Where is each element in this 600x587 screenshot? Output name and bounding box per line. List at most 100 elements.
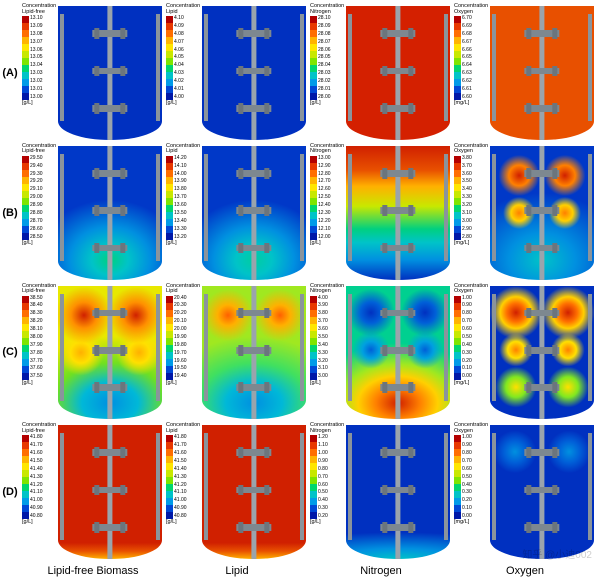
baffle (60, 154, 64, 261)
reactor-contour (202, 286, 306, 420)
colorbar-unit: [g/L] (166, 241, 202, 247)
reactor-contour (346, 146, 450, 280)
baffle (156, 14, 160, 121)
colorbar-title: Concentration Oxygen (454, 284, 490, 295)
reactor-contour (346, 286, 450, 420)
impeller (92, 310, 127, 317)
impeller (380, 449, 415, 456)
colorbar-strip (166, 16, 173, 100)
colorbar-unit: [g/L] (22, 381, 58, 387)
colorbar: Concentration Oxygen6.706.696.686.676.66… (454, 4, 490, 142)
impeller (92, 384, 127, 391)
colorbar: Concentration Lipid41.8041.7041.6041.504… (166, 423, 202, 561)
colorbar-strip (22, 16, 29, 100)
impeller (524, 68, 559, 75)
impeller (524, 487, 559, 494)
colorbar-title: Concentration Lipid-free (22, 4, 58, 15)
figure-grid: (A)Concentration Lipid-free13.1013.0913.… (0, 0, 600, 587)
colorbar-unit: [g/L] (22, 101, 58, 107)
colorbar-unit: [g/L] (22, 520, 58, 526)
panel: Concentration Lipid4.104.094.084.074.064… (166, 4, 308, 142)
colorbar-title: Concentration Lipid (166, 4, 202, 15)
reactor-contour (58, 286, 162, 420)
baffle (156, 433, 160, 540)
baffle (348, 154, 352, 261)
colorbar: Concentration Lipid-free29.5029.4029.302… (22, 144, 58, 282)
colorbar: Concentration Nitrogen13.0012.9012.8012.… (310, 144, 346, 282)
reactor-contour (490, 146, 594, 280)
column-label: Nitrogen (310, 563, 452, 587)
impeller (380, 524, 415, 531)
impeller (524, 105, 559, 112)
baffle (348, 294, 352, 401)
panel: Concentration Lipid-free38.5038.4038.303… (22, 284, 164, 422)
colorbar-strip (166, 296, 173, 380)
baffle (492, 433, 496, 540)
impeller (524, 30, 559, 37)
colorbar-unit: [g/L] (310, 520, 346, 526)
colorbar-unit: [g/L] (310, 381, 346, 387)
impeller (524, 384, 559, 391)
panel: Concentration Lipid41.8041.7041.6041.504… (166, 423, 308, 561)
colorbar-strip (310, 435, 317, 519)
colorbar: Concentration Lipid-free13.1013.0913.081… (22, 4, 58, 142)
reactor-contour (58, 425, 162, 559)
impeller (92, 347, 127, 354)
colorbar-title: Concentration Lipid-free (22, 423, 58, 434)
colorbar-title: Concentration Nitrogen (310, 423, 346, 434)
colorbar-ticks: 1.201.101.000.900.800.700.600.500.400.30… (317, 435, 328, 519)
baffle (492, 154, 496, 261)
colorbar: Concentration Lipid-free41.8041.7041.604… (22, 423, 58, 561)
colorbar-unit: [mg/L] (454, 101, 490, 107)
colorbar-ticks: 41.8041.7041.6041.5041.4041.3041.2041.10… (173, 435, 187, 519)
impeller (380, 105, 415, 112)
impeller (236, 245, 271, 252)
impeller (236, 524, 271, 531)
baffle (444, 14, 448, 121)
impeller (524, 170, 559, 177)
colorbar: Concentration Oxygen1.000.900.800.700.60… (454, 284, 490, 422)
impeller (236, 449, 271, 456)
baffle (60, 294, 64, 401)
colorbar-unit: [g/L] (22, 241, 58, 247)
impeller (524, 245, 559, 252)
baffle (156, 154, 160, 261)
baffle (588, 294, 592, 401)
colorbar-strip (22, 156, 29, 240)
impeller (236, 347, 271, 354)
impeller (380, 30, 415, 37)
colorbar-ticks: 29.5029.4029.3029.2029.1029.0028.9028.80… (29, 156, 43, 240)
panel: Concentration Lipid-free13.1013.0913.081… (22, 4, 164, 142)
impeller (236, 310, 271, 317)
colorbar-unit: [g/L] (166, 381, 202, 387)
impeller (380, 347, 415, 354)
colorbar-strip (22, 296, 29, 380)
baffle (204, 154, 208, 261)
colorbar: Concentration Lipid20.4020.3020.2020.102… (166, 284, 202, 422)
impeller (236, 30, 271, 37)
baffle (300, 14, 304, 121)
reactor-contour (346, 425, 450, 559)
colorbar-ticks: 14.2014.1014.0013.9013.8013.7013.6013.50… (173, 156, 187, 240)
panel: Concentration Oxygen1.000.900.800.700.60… (454, 423, 596, 561)
impeller (92, 170, 127, 177)
row-label: (C) (0, 284, 20, 422)
colorbar-unit: [g/L] (166, 101, 202, 107)
row-label: (B) (0, 144, 20, 282)
colorbar-title: Concentration Lipid (166, 284, 202, 295)
colorbar-strip (454, 296, 461, 380)
colorbar-strip (310, 156, 317, 240)
column-label: Lipid-free Biomass (22, 563, 164, 587)
reactor-contour (490, 425, 594, 559)
reactor-contour (58, 146, 162, 280)
row-label: (A) (0, 4, 20, 142)
baffle (156, 294, 160, 401)
colorbar-strip (310, 296, 317, 380)
baffle (492, 14, 496, 121)
impeller (236, 105, 271, 112)
baffle (588, 433, 592, 540)
reactor-contour (202, 146, 306, 280)
colorbar: Concentration Nitrogen4.003.903.803.703.… (310, 284, 346, 422)
impeller (380, 487, 415, 494)
baffle (444, 433, 448, 540)
